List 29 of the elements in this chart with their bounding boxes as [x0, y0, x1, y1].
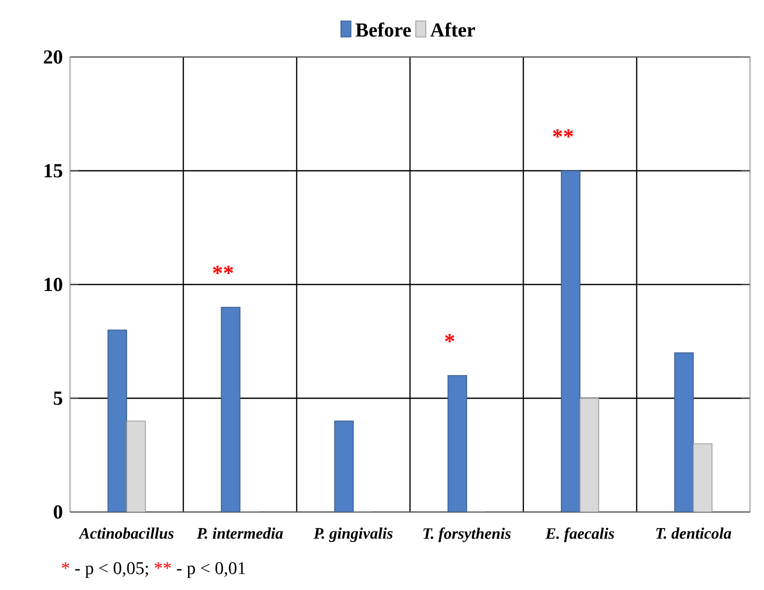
annotation: * — [445, 334, 454, 342]
bar — [220, 306, 240, 512]
x-tick-label: E. faecalis — [545, 528, 614, 542]
text: ** — [154, 562, 171, 569]
x-tick-label: Actinobacillus — [78, 528, 174, 539]
bar — [580, 398, 600, 512]
bar — [334, 420, 354, 512]
bar — [692, 443, 712, 512]
bar — [674, 352, 694, 512]
legend-label: Before — [356, 22, 411, 37]
legend-label: After — [430, 22, 476, 37]
bar — [108, 330, 128, 512]
annotation: ** — [212, 266, 234, 274]
y-tick-label: 20 — [44, 50, 62, 64]
x-tick-label: T. forsythenis — [423, 528, 511, 542]
y-tick-label: 15 — [44, 164, 62, 178]
text: - p < 0,01 — [176, 562, 246, 578]
y-tick-label: 5 — [54, 392, 62, 405]
y-tick-label: 10 — [44, 278, 62, 292]
bar — [126, 420, 146, 512]
bar — [448, 375, 468, 512]
x-tick-label: P. intermedia — [196, 528, 283, 539]
x-tick-label: T. denticola — [656, 528, 732, 539]
text: * — [62, 562, 70, 569]
x-tick-label: P. gingivalis — [314, 528, 393, 542]
text: - p < 0,05; — [75, 562, 148, 578]
y-tick-label: 0 — [54, 505, 62, 519]
bar — [560, 170, 580, 512]
annotation: ** — [552, 129, 574, 138]
